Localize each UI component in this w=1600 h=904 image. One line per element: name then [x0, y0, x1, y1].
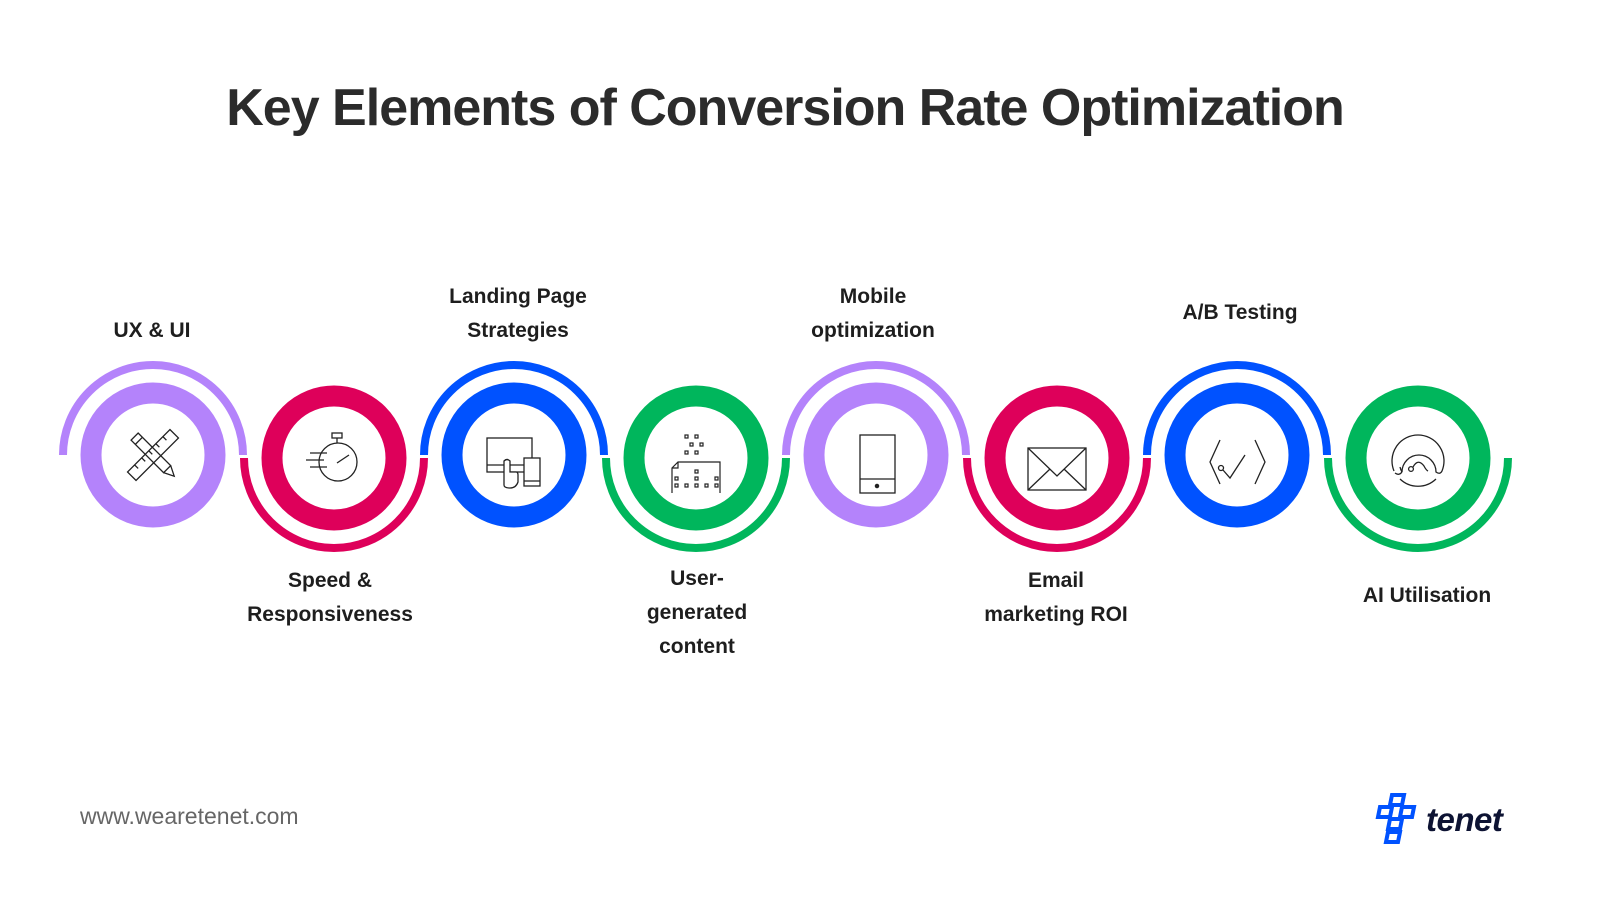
ring: [261, 385, 407, 531]
connector-arc: [963, 457, 1151, 552]
label-line: Responsiveness: [247, 603, 413, 626]
tenet-logo-mark-icon: [1375, 793, 1417, 844]
label-user-generated-content: User- generated content: [587, 562, 807, 664]
element-email-marketing-roi: [963, 385, 1151, 552]
label-email-marketing-roi: Email marketing ROI: [946, 564, 1166, 632]
label-line: Landing Page: [449, 285, 587, 308]
label-mobile-optimization: Mobile optimization: [763, 280, 983, 348]
ring: [80, 382, 226, 528]
label-line: marketing ROI: [984, 603, 1128, 626]
logo-wordmark: tenet: [1426, 801, 1503, 838]
element-ux-ui: [59, 361, 247, 528]
content-grid-icon: [671, 434, 721, 493]
label-line: Speed &: [287, 569, 373, 592]
connector-arc: [240, 457, 428, 552]
connector-arc: [1143, 361, 1331, 456]
label-line: A/B Testing: [1182, 301, 1298, 324]
connector-arc: [59, 361, 247, 456]
label-line: AI Utilisation: [1362, 584, 1492, 607]
label-line: generated: [646, 601, 748, 624]
element-ai-utilisation: [1324, 385, 1512, 552]
label-line: content: [659, 635, 735, 658]
envelope-icon: [1027, 447, 1087, 491]
element-landing-page-strategies: [420, 361, 608, 528]
devices-touch-icon: [486, 437, 541, 489]
stopwatch-icon: [306, 432, 358, 482]
label-line: Mobile: [839, 285, 907, 308]
label-landing-page-strategies: Landing Page Strategies: [408, 280, 628, 348]
element-ab-testing: [1143, 361, 1331, 528]
label-ai-utilisation: AI Utilisation: [1317, 579, 1537, 613]
label-speed-responsiveness: Speed & Responsiveness: [220, 564, 440, 632]
connector-arc: [1324, 457, 1512, 552]
ring: [984, 385, 1130, 531]
label-line: User-: [670, 567, 724, 590]
code-check-icon: [1209, 439, 1266, 485]
element-speed-responsiveness: [240, 385, 428, 552]
label-ab-testing: A/B Testing: [1130, 296, 1350, 330]
label-line: optimization: [811, 319, 935, 342]
label-line: Email: [1027, 569, 1085, 592]
label-ux-ui: UX & UI: [42, 314, 262, 348]
connector-arc: [602, 457, 790, 552]
label-line: Strategies: [467, 319, 569, 342]
connector-arc: [782, 361, 970, 456]
mobile-phone-icon: [859, 434, 896, 494]
website-url: www.wearetenet.com: [80, 803, 299, 829]
element-user-generated-content: [602, 385, 790, 552]
element-mobile-optimization: [782, 361, 970, 528]
label-line: UX & UI: [113, 319, 191, 342]
ring: [1164, 382, 1310, 528]
page-title: Key Elements of Conversion Rate Optimiza…: [226, 79, 1345, 137]
ring: [441, 382, 587, 528]
pencil-ruler-icon: [126, 428, 180, 482]
ai-spiral-icon: [1391, 434, 1445, 487]
ring: [623, 385, 769, 531]
ring: [1345, 385, 1491, 531]
ring: [803, 382, 949, 528]
tenet-logo: tenet: [1374, 792, 1503, 848]
connector-arc: [420, 361, 608, 456]
